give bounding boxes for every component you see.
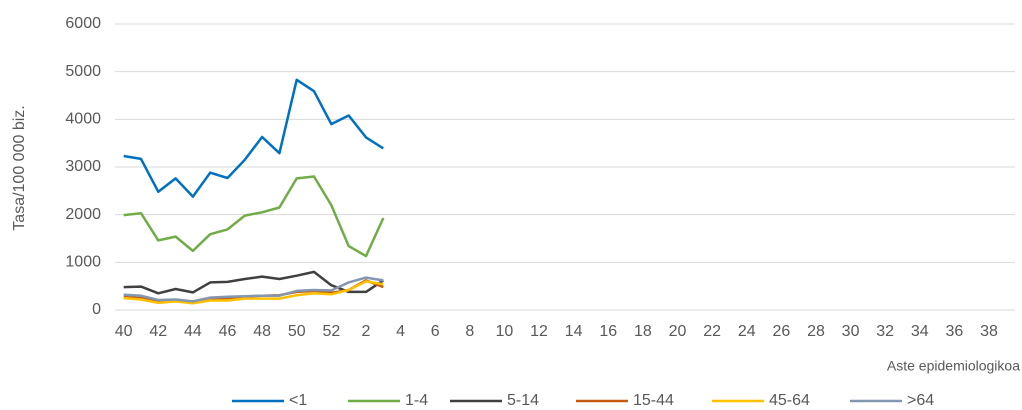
legend-label: <1 xyxy=(289,392,307,409)
x-tick-label: 6 xyxy=(431,323,440,340)
x-tick-label: 38 xyxy=(980,323,998,340)
x-tick-label: 22 xyxy=(703,323,721,340)
x-tick-label: 48 xyxy=(253,323,271,340)
x-tick-label: 46 xyxy=(219,323,237,340)
x-tick-label: 26 xyxy=(772,323,790,340)
y-tick-label: 4000 xyxy=(65,111,101,128)
x-axis-label: Aste epidemiologikoa xyxy=(887,358,1020,374)
legend-label: >64 xyxy=(907,392,934,409)
x-tick-label: 12 xyxy=(530,323,548,340)
legend-label: 1-4 xyxy=(405,392,428,409)
y-tick-label: 1000 xyxy=(65,254,101,271)
x-tick-label: 4 xyxy=(396,323,405,340)
x-tick-label: 28 xyxy=(807,323,825,340)
x-tick-label: 16 xyxy=(599,323,617,340)
y-tick-label: 5000 xyxy=(65,63,101,80)
series-line xyxy=(123,175,385,258)
legend-label: 15-44 xyxy=(633,392,674,409)
x-tick-label: 34 xyxy=(911,323,929,340)
series-line xyxy=(123,276,384,303)
y-tick-label: 3000 xyxy=(65,158,101,175)
legend-label: 5-14 xyxy=(507,392,539,409)
x-tick-label: 40 xyxy=(115,323,133,340)
y-tick-label: 2000 xyxy=(65,206,101,223)
x-tick-label: 32 xyxy=(876,323,894,340)
series-line xyxy=(123,78,384,198)
x-tick-label: 18 xyxy=(634,323,652,340)
y-tick-label: 0 xyxy=(92,301,101,318)
legend-label: 45-64 xyxy=(769,392,810,409)
series-line xyxy=(123,270,384,295)
x-tick-label: 36 xyxy=(946,323,964,340)
x-tick-label: 52 xyxy=(322,323,340,340)
y-axis-label: Tasa/100 000 biz. xyxy=(11,105,28,230)
series-line xyxy=(123,280,384,305)
x-tick-label: 14 xyxy=(565,323,583,340)
x-tick-label: 20 xyxy=(669,323,687,340)
x-tick-label: 42 xyxy=(149,323,167,340)
x-tick-label: 2 xyxy=(362,323,371,340)
x-tick-label: 50 xyxy=(288,323,306,340)
x-tick-label: 8 xyxy=(465,323,474,340)
x-tick-label: 30 xyxy=(842,323,860,340)
x-tick-label: 44 xyxy=(184,323,202,340)
y-tick-label: 6000 xyxy=(65,15,101,32)
x-tick-label: 24 xyxy=(738,323,756,340)
x-tick-label: 10 xyxy=(496,323,514,340)
